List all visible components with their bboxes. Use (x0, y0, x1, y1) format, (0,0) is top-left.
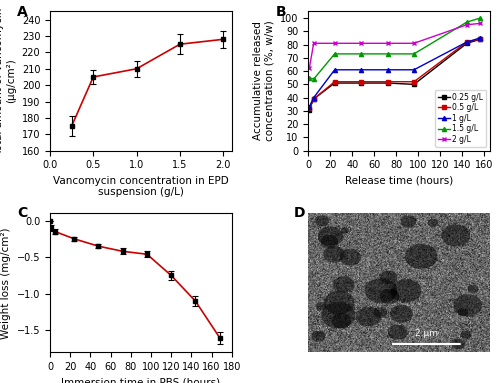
Legend: 0.25 g/L, 0.5 g/L, 1 g/L, 1.5 g/L, 2 g/L: 0.25 g/L, 0.5 g/L, 1 g/L, 1.5 g/L, 2 g/L (436, 90, 486, 147)
X-axis label: Release time (hours): Release time (hours) (345, 176, 453, 186)
Text: A: A (18, 5, 28, 18)
Line: 1.5 g/L: 1.5 g/L (307, 16, 482, 81)
0.25 g/L (310, 97, 316, 101)
1.5 g/L (384, 52, 390, 56)
Text: 2 μm: 2 μm (415, 329, 438, 339)
1 g/L (306, 105, 312, 109)
0.5 g/L (464, 40, 470, 44)
1.5 g/L (358, 52, 364, 56)
Y-axis label: Total amount of vancomycin
(μg/cm²): Total amount of vancomycin (μg/cm²) (0, 7, 16, 155)
0.25 g/L (464, 41, 470, 46)
1 g/L (464, 40, 470, 44)
1 g/L (384, 67, 390, 72)
Line: 0.5 g/L: 0.5 g/L (307, 37, 482, 110)
1.5 g/L (411, 52, 417, 56)
2 g/L (411, 41, 417, 46)
0.25 g/L (477, 37, 483, 42)
1.5 g/L (332, 52, 338, 56)
Text: C: C (18, 206, 28, 220)
Text: B: B (276, 5, 286, 18)
0.5 g/L (384, 79, 390, 84)
Y-axis label: Weight loss (mg/cm²): Weight loss (mg/cm²) (1, 227, 11, 339)
Line: 2 g/L: 2 g/L (307, 21, 482, 70)
2 g/L (384, 41, 390, 46)
1 g/L (332, 67, 338, 72)
1.5 g/L (310, 77, 316, 81)
2 g/L (464, 23, 470, 27)
0.25 g/L (358, 81, 364, 85)
1.5 g/L (464, 20, 470, 25)
X-axis label: Immersion time in PBS (hours): Immersion time in PBS (hours) (62, 378, 220, 383)
0.25 g/L (384, 81, 390, 85)
2 g/L (332, 41, 338, 46)
0.5 g/L (358, 79, 364, 84)
1 g/L (358, 67, 364, 72)
0.25 g/L (332, 81, 338, 85)
Y-axis label: Accumulative released
concentration (%, w/w): Accumulative released concentration (%, … (253, 21, 274, 141)
X-axis label: Vancomycin concentration in EPD
suspension (g/L): Vancomycin concentration in EPD suspensi… (53, 176, 229, 198)
2 g/L (358, 41, 364, 46)
1.5 g/L (477, 16, 483, 20)
1 g/L (411, 67, 417, 72)
0.25 g/L (411, 82, 417, 87)
Line: 0.25 g/L: 0.25 g/L (307, 37, 482, 111)
2 g/L (306, 66, 312, 71)
1 g/L (477, 36, 483, 40)
0.5 g/L (332, 79, 338, 84)
0.5 g/L (306, 106, 312, 111)
0.5 g/L (411, 79, 417, 84)
0.5 g/L (310, 97, 316, 101)
1.5 g/L (306, 75, 312, 80)
2 g/L (310, 41, 316, 46)
0.5 g/L (477, 37, 483, 42)
Line: 1 g/L: 1 g/L (307, 36, 482, 109)
1 g/L (310, 95, 316, 100)
Text: D: D (294, 206, 305, 220)
0.25 g/L (306, 107, 312, 112)
2 g/L (477, 21, 483, 26)
